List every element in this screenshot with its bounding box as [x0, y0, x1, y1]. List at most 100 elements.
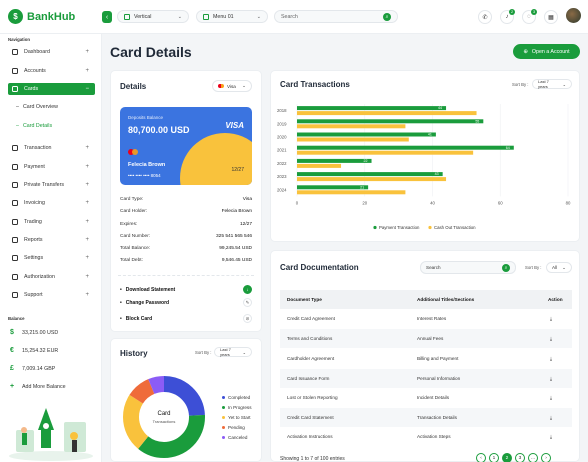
sidebar-item-settings[interactable]: Settings +: [8, 252, 95, 264]
transactions-sort-select[interactable]: Last 7 years ⌄: [532, 79, 572, 89]
balance-gbp[interactable]: £7,009.14 GBP: [8, 365, 55, 372]
plus-icon: +: [85, 237, 89, 243]
plus-icon: +: [85, 164, 89, 170]
deposit-amount: 80,700.00 USD: [128, 125, 190, 135]
column-header[interactable]: Document Type: [287, 297, 322, 302]
balance-eur[interactable]: €15,254.32 EUR: [8, 347, 58, 354]
y-tick-label: 2021: [277, 148, 287, 153]
apps-icon[interactable]: ▦: [544, 10, 558, 24]
action-label: Download Statement: [125, 286, 176, 293]
detail-key: Total Debt:: [120, 258, 143, 263]
next-page-button[interactable]: ›: [541, 453, 551, 462]
sidebar-item-cards[interactable]: Cards −: [8, 83, 95, 95]
column-header[interactable]: Additional Titles/Sections: [417, 297, 475, 302]
history-donut-chart: [123, 376, 205, 458]
chart-icon: [12, 182, 18, 188]
download-icon[interactable]: ⤓: [550, 316, 553, 321]
sidebar-item-private-transfers[interactable]: Private Transfers +: [8, 179, 95, 191]
detail-key: Card Number:: [120, 234, 151, 239]
block-card-button[interactable]: • Block Card ⊘: [120, 314, 252, 323]
cell-document-type: Credit Card Agreement: [287, 316, 335, 321]
download-icon[interactable]: ⤓: [550, 395, 553, 400]
x-tick-label: 40: [430, 200, 435, 205]
bar-cash-out: [297, 150, 474, 155]
layout-select[interactable]: Vertical ⌄: [117, 10, 189, 23]
bar-payment: [297, 158, 372, 163]
sidebar-subitem-card-details[interactable]: – Card Details: [16, 123, 52, 129]
card-type-select[interactable]: Visa ⌄: [212, 80, 252, 92]
prev-page-button[interactable]: ‹: [476, 453, 486, 462]
sidebar-item-transaction[interactable]: Transaction +: [8, 142, 95, 154]
notification-badge: 2: [509, 9, 515, 15]
visa-logo: VISA: [225, 121, 244, 130]
pound-icon: £: [10, 365, 14, 372]
sidebar-item-payment[interactable]: Payment +: [8, 161, 95, 173]
bar-data-label: 55: [475, 119, 479, 123]
legend-dot: [222, 416, 225, 419]
detail-value: 325 541 565 546: [215, 234, 252, 239]
sidebar-subitem-card-overview[interactable]: – Card Overview: [16, 104, 58, 110]
bell-icon[interactable]: ♪ 2: [500, 9, 515, 24]
sidebar-item-trading[interactable]: Trading +: [8, 216, 95, 228]
bullet-icon: •: [120, 299, 122, 306]
download-icon[interactable]: ⤓: [550, 434, 553, 439]
bar-data-label: 43: [435, 172, 439, 176]
y-tick-label: 2019: [277, 121, 287, 126]
sidebar-item-invoicing[interactable]: Invoicing +: [8, 197, 95, 209]
page-button[interactable]: 3: [515, 453, 525, 462]
plus-icon: +: [85, 145, 89, 151]
search-icon[interactable]: ⌕: [383, 12, 391, 21]
transactions-bar-chart: 0 20 40 60 80 2018 44 2019 55 2020 41 2021 64 2022 22 2…: [277, 104, 571, 230]
sidebar-item-reports[interactable]: Reports +: [8, 234, 95, 246]
x-tick-label: 0: [296, 200, 299, 205]
documentation-search-input[interactable]: Search ⌕: [420, 261, 516, 274]
detail-row: Card Holder: Felecia Brown: [120, 209, 252, 214]
logo-icon: $: [8, 9, 23, 24]
plus-circle-icon: ⊕: [523, 48, 528, 55]
sidebar-item-accounts[interactable]: Accounts +: [8, 65, 95, 77]
sidebar-item-support[interactable]: Support +: [8, 289, 95, 301]
sidebar-item-label: Authorization: [24, 274, 55, 280]
menu-select[interactable]: Menu 01 ⌄: [196, 10, 268, 23]
dash-icon: –: [16, 123, 19, 129]
sidebar-item-label: Accounts: [24, 68, 46, 74]
gear-icon: [12, 255, 18, 261]
page-button[interactable]: 1: [489, 453, 499, 462]
cell-section: Personal Information: [417, 376, 461, 381]
transactions-title: Card Transactions: [280, 80, 350, 89]
table-header: Document Type Additional Titles/Sections…: [280, 290, 572, 309]
legend-dot: [222, 406, 225, 409]
add-balance-button[interactable]: + Add More Balance: [8, 383, 66, 390]
sidebar-subitem-label: Card Overview: [22, 104, 58, 110]
open-account-button[interactable]: ⊕ Open a Account: [513, 44, 580, 59]
download-icon[interactable]: ⤓: [550, 415, 553, 420]
top-search-input[interactable]: Search ⌕: [274, 10, 398, 23]
bar-data-label: 64: [506, 146, 510, 150]
page-title: Card Details: [110, 44, 192, 60]
download-statement-button[interactable]: • Download Statement ↓: [120, 285, 252, 294]
card-holder-name: Felecia Brown: [128, 162, 166, 168]
balance-label: 7,009.14 GBP: [22, 365, 56, 372]
legend-dot: [373, 225, 377, 230]
balance-usd[interactable]: $33,215.00 USD: [8, 329, 58, 336]
sidebar-toggle-button[interactable]: ‹: [102, 11, 112, 23]
phone-icon[interactable]: ✆: [478, 10, 492, 24]
download-icon[interactable]: ⤓: [550, 336, 553, 341]
sidebar-item-authorization[interactable]: Authorization +: [8, 271, 95, 283]
download-icon[interactable]: ⤓: [550, 356, 553, 361]
page-button[interactable]: 2: [502, 453, 512, 462]
history-sort-select[interactable]: Last 7 years ⌄: [214, 347, 252, 357]
card-icon: [12, 86, 18, 92]
sidebar-item-dashboard[interactable]: Dashboard +: [8, 46, 95, 58]
avatar[interactable]: [566, 8, 581, 23]
search-icon[interactable]: ⌕: [502, 263, 510, 272]
sidebar-item-label: Trading: [24, 219, 42, 225]
logo[interactable]: $ BankHub: [8, 9, 75, 24]
message-icon[interactable]: ◌ 3: [522, 9, 537, 24]
documentation-sort-select[interactable]: All ⌄: [546, 262, 572, 273]
donut-segment-canceled: [123, 376, 205, 458]
download-icon[interactable]: ⤓: [550, 376, 553, 381]
detail-key: Card Holder:: [120, 209, 148, 214]
change-password-button[interactable]: • Change Password ✎: [120, 298, 252, 307]
table-row: Cardholder Agreement Billing and Payment ⤓: [280, 349, 572, 368]
